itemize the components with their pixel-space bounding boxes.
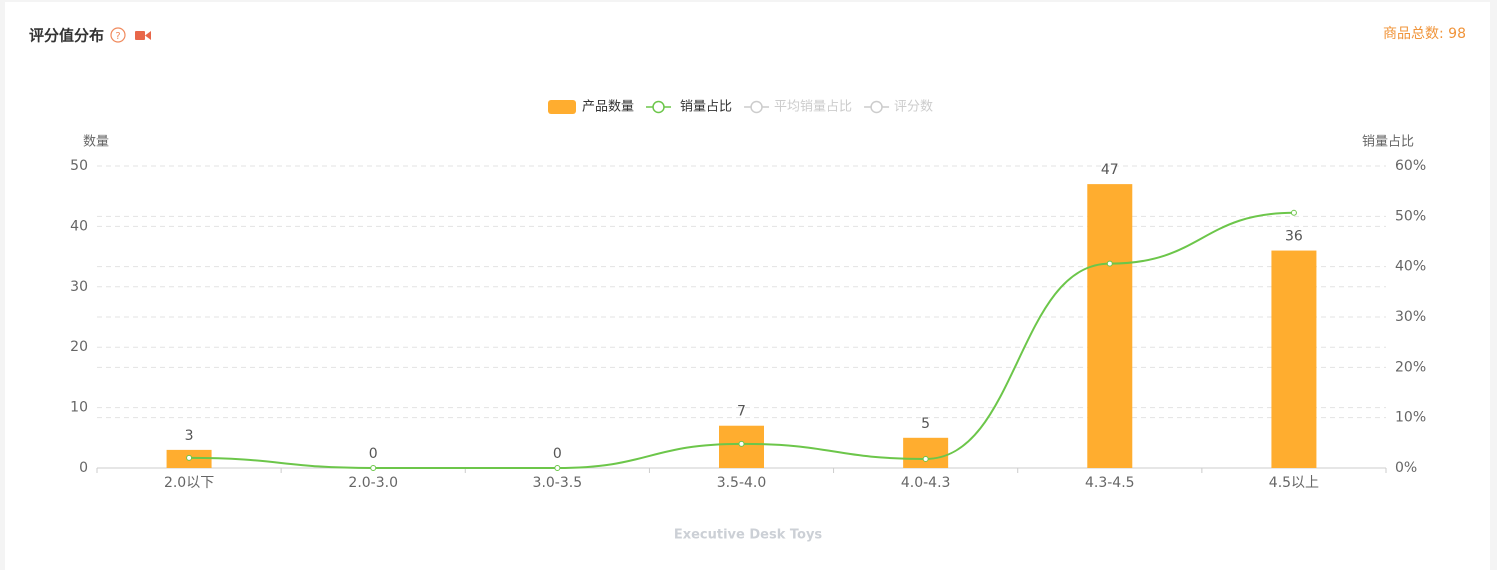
bar	[1271, 250, 1317, 468]
line-point	[186, 454, 193, 461]
y-tick-label: 0	[79, 460, 88, 476]
legend-swatch-dot	[652, 100, 665, 114]
bar-value-label: 47	[1101, 162, 1119, 178]
x-tick-label: 4.0-4.3	[901, 475, 951, 491]
y-axis-label: 数量	[83, 135, 109, 150]
line-point	[922, 455, 929, 462]
legend-swatch-dot	[750, 100, 763, 114]
y2-axis-label: 销量占比	[1362, 135, 1414, 150]
y-tick-label: 40	[70, 218, 88, 234]
video-icon[interactable]	[135, 31, 145, 40]
legend-label[interactable]: 评分数	[894, 100, 933, 115]
bar	[903, 437, 949, 468]
y2-tick-label: 20%	[1395, 359, 1426, 375]
legend-label: 销量占比	[680, 100, 732, 115]
line-point	[1290, 209, 1297, 216]
y2-tick-label: 50%	[1395, 208, 1426, 224]
bar-value-label: 36	[1285, 229, 1303, 245]
line-point	[370, 465, 377, 471]
x-tick-label: 4.3-4.5	[1085, 475, 1135, 491]
y2-tick-label: 10%	[1395, 410, 1426, 426]
line-point	[554, 465, 561, 471]
line-point	[1106, 260, 1113, 267]
y2-tick-label: 30%	[1395, 309, 1426, 325]
x-tick-label: 4.5以上	[1269, 475, 1319, 491]
bar-value-label: 0	[369, 446, 378, 462]
bar	[1087, 184, 1133, 468]
y2-tick-label: 60%	[1395, 158, 1426, 174]
chart-title: 评分值分布	[29, 27, 104, 45]
bar-value-label: 3	[185, 428, 194, 444]
bar	[719, 425, 764, 468]
y-tick-label: 30	[70, 279, 88, 295]
line-point	[738, 440, 745, 447]
card	[5, 2, 1490, 570]
y-tick-label: 20	[70, 339, 88, 355]
x-tick-label: 2.0-3.0	[348, 475, 398, 491]
bar-value-label: 0	[553, 446, 562, 462]
help-icon-mark: ?	[115, 31, 120, 42]
y2-tick-label: 0%	[1395, 460, 1417, 476]
legend-swatch	[548, 100, 576, 114]
x-tick-label: 3.5-4.0	[717, 475, 767, 491]
legend-swatch-dot	[870, 100, 883, 114]
y-tick-label: 50	[70, 158, 88, 174]
y2-tick-label: 40%	[1395, 259, 1426, 275]
bar-value-label: 5	[921, 416, 930, 432]
video-icon-tip	[145, 31, 151, 40]
x-tick-label: 2.0以下	[164, 475, 214, 491]
x-axis-label: Executive Desk Toys	[674, 528, 823, 543]
legend-label: 产品数量	[582, 100, 634, 115]
help-icon[interactable]	[110, 27, 126, 43]
bar-value-label: 7	[737, 404, 746, 420]
x-tick-label: 3.0-3.5	[533, 475, 583, 491]
legend-label[interactable]: 平均销量占比	[774, 100, 852, 115]
y-tick-label: 10	[70, 400, 88, 416]
total-count: 商品总数: 98	[1383, 26, 1466, 42]
